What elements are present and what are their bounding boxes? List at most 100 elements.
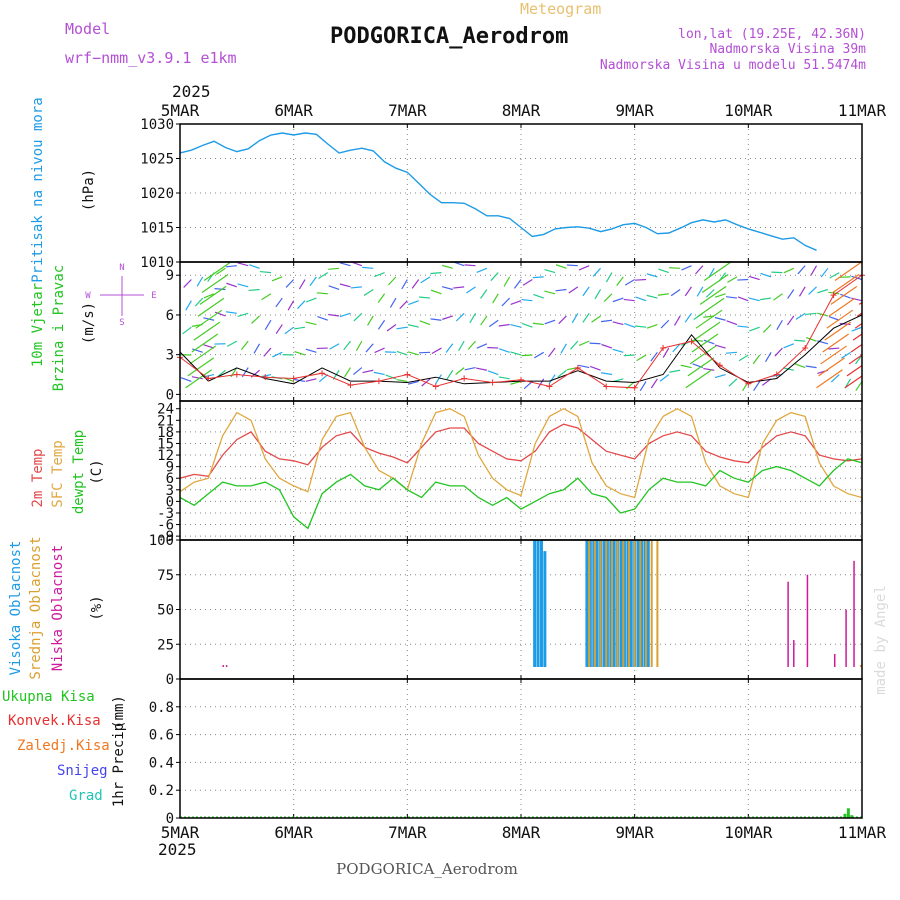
wind-barb bbox=[727, 276, 738, 283]
bottom-day-label: 10MAR bbox=[724, 823, 773, 842]
cloud-high-bar bbox=[636, 540, 640, 667]
wind-barb bbox=[389, 297, 397, 308]
wind-barb bbox=[697, 297, 725, 317]
wind-barb bbox=[196, 276, 204, 287]
temperature-ytick-label: 9 bbox=[166, 460, 174, 476]
wind-barb bbox=[566, 264, 578, 267]
wind-barb bbox=[318, 272, 329, 280]
wind-gust-marker bbox=[603, 383, 610, 390]
temperature-ytick-label: 21 bbox=[157, 413, 174, 429]
wind-barb bbox=[353, 312, 363, 322]
wind-barb bbox=[616, 276, 624, 287]
temperature-ytick-label: 6 bbox=[166, 471, 174, 487]
cloud-low-bar bbox=[806, 574, 809, 667]
wind-barb bbox=[469, 313, 477, 324]
wind-barb bbox=[316, 292, 328, 295]
wind-barb bbox=[670, 289, 681, 297]
wind-barb bbox=[786, 315, 795, 326]
cloud-mid-bar bbox=[650, 540, 653, 667]
wind-barb bbox=[386, 324, 397, 332]
wind-barb bbox=[659, 374, 670, 382]
wind-barb bbox=[401, 279, 408, 290]
precip-ytick-label: 0.8 bbox=[149, 700, 174, 716]
wind-barb bbox=[192, 348, 203, 353]
cloud-mid-bar bbox=[859, 665, 862, 667]
temperature-ytick-label: 3 bbox=[166, 483, 174, 499]
wind-barb bbox=[488, 319, 499, 328]
wind-barb bbox=[407, 351, 419, 356]
wind-barb bbox=[820, 345, 847, 365]
wind-barb bbox=[612, 348, 624, 353]
wind-barb bbox=[591, 315, 601, 323]
wind-gust-marker bbox=[262, 374, 269, 381]
cloud-high-bar bbox=[533, 540, 537, 667]
cloud-low-ylabel: Niska Oblacnost bbox=[50, 545, 66, 671]
cloud-high-bar bbox=[646, 540, 650, 667]
wind-barb bbox=[194, 297, 204, 307]
wind-barb bbox=[820, 267, 829, 278]
wind-barb bbox=[203, 344, 215, 349]
wind-barb bbox=[817, 288, 829, 294]
wind-barb bbox=[844, 375, 862, 389]
wind-gust-marker bbox=[716, 362, 723, 369]
model-name: wrf−nmm_v3.9.1 e1km bbox=[65, 49, 237, 67]
wind-barb bbox=[180, 300, 181, 302]
wind-barb bbox=[344, 367, 352, 378]
wind-barb bbox=[571, 313, 579, 324]
wind-barb bbox=[687, 357, 715, 377]
wind-barb bbox=[689, 345, 717, 365]
wind-barb bbox=[309, 276, 317, 287]
wind-barb bbox=[660, 319, 670, 329]
cloud-high-bar bbox=[629, 540, 633, 667]
wind-barb bbox=[693, 321, 721, 341]
wind-barb bbox=[513, 279, 522, 289]
footer-title: PODGORICA_Aerodrom bbox=[336, 860, 518, 878]
precip-total-bar bbox=[850, 815, 854, 818]
wind-barb bbox=[476, 267, 488, 273]
wind-barb bbox=[396, 350, 408, 356]
dewpoint-line bbox=[180, 458, 862, 530]
wind-barb bbox=[548, 374, 556, 385]
wind-barb bbox=[510, 323, 522, 328]
wind-barb bbox=[201, 273, 229, 293]
cloud-mid-bar bbox=[616, 540, 619, 667]
wind-barb bbox=[646, 294, 658, 299]
wind-barb bbox=[794, 339, 806, 342]
wind-barb bbox=[810, 265, 818, 276]
wind-barb bbox=[387, 276, 397, 286]
wind-barb bbox=[352, 367, 363, 376]
bottom-day-label: 6MAR bbox=[274, 823, 313, 842]
watermark: made by Angel bbox=[873, 585, 889, 695]
wind-barb bbox=[498, 376, 510, 380]
wind-barb bbox=[578, 340, 590, 346]
wind-barb bbox=[328, 267, 340, 270]
wind-barb bbox=[248, 288, 260, 292]
wind-barb bbox=[725, 351, 738, 354]
cloud-low-bar bbox=[225, 665, 228, 667]
wind-barb bbox=[854, 322, 862, 329]
wind-barb bbox=[703, 367, 715, 371]
temperature-ytick-label: 15 bbox=[157, 436, 174, 452]
wind-barb bbox=[455, 367, 465, 375]
temp-2m-line bbox=[180, 423, 862, 479]
wind-barb bbox=[848, 354, 862, 365]
wind-barb bbox=[841, 351, 851, 359]
wind-barb bbox=[385, 374, 397, 380]
wind-barb bbox=[624, 322, 635, 328]
bottom-day-label: 8MAR bbox=[502, 823, 541, 842]
wind-barb bbox=[251, 315, 260, 324]
temperature-ytick-label: -6 bbox=[157, 518, 174, 534]
top-day-label: 11MAR bbox=[838, 101, 887, 120]
wind-barb bbox=[798, 286, 806, 297]
wind-barb bbox=[589, 342, 601, 345]
cloud-high-bar bbox=[605, 540, 609, 667]
wind-barb bbox=[612, 297, 624, 303]
wind-barb bbox=[783, 343, 795, 349]
wind-barb bbox=[365, 343, 374, 353]
wind-barb bbox=[699, 285, 727, 305]
wind-ylabel-2: Brzina i Pravac bbox=[51, 265, 67, 391]
wind-barb bbox=[650, 378, 658, 389]
wind-barb bbox=[487, 370, 499, 376]
temperature-ytick-label: 12 bbox=[157, 448, 174, 464]
wind-gust-marker bbox=[205, 375, 212, 382]
